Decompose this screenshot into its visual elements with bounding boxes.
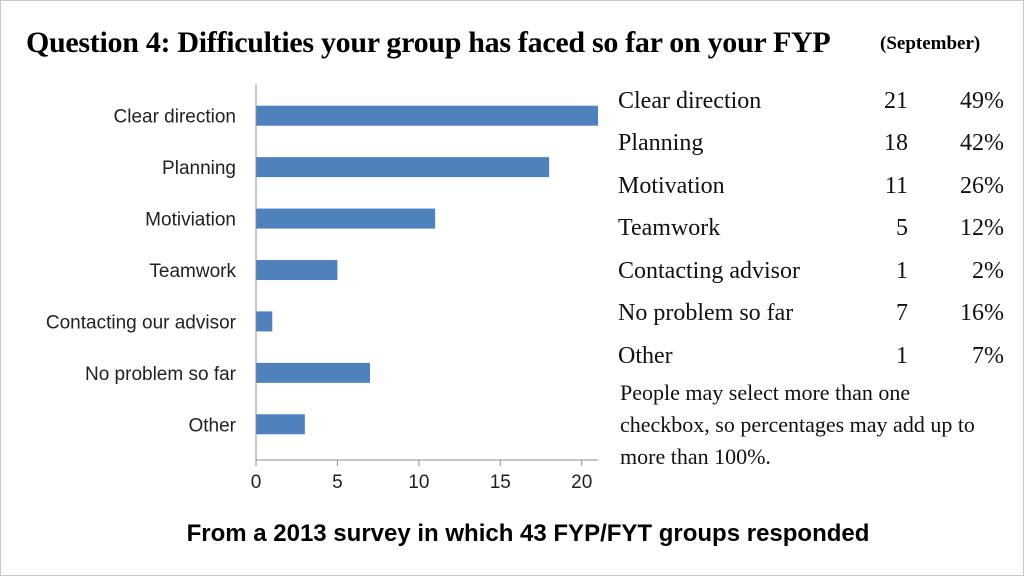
- x-tick-label: 10: [408, 472, 429, 493]
- bar: [256, 208, 436, 229]
- row-percent: 49%: [960, 87, 1004, 114]
- category-label: Planning: [162, 158, 236, 179]
- row-count: 1: [896, 342, 908, 369]
- table-row: Planning 18 42%: [618, 123, 1004, 166]
- row-category: Clear direction: [618, 87, 762, 114]
- row-category: Teamwork: [618, 215, 721, 242]
- category-label: Other: [188, 415, 236, 436]
- row-category: Motivation: [618, 172, 725, 199]
- row-percent: 7%: [972, 342, 1004, 369]
- category-label: Teamwork: [149, 261, 236, 282]
- bar: [256, 311, 273, 332]
- category-label: Contacting our advisor: [46, 312, 237, 333]
- row-category: No problem so far: [618, 300, 794, 327]
- bar: [256, 414, 305, 435]
- row-category: Other: [618, 342, 673, 369]
- footnote: People may select more than one checkbox…: [620, 380, 975, 469]
- x-tick-label: 15: [490, 472, 511, 493]
- row-count: 5: [896, 215, 908, 242]
- slide-title: Question 4: Difficulties your group has …: [26, 26, 831, 59]
- x-tick-label: 0: [251, 472, 262, 493]
- table-row: No problem so far 7 16%: [618, 293, 1004, 336]
- category-label: Motiviation: [145, 210, 236, 231]
- bar: [256, 157, 550, 178]
- table-row: Other 1 7%: [618, 335, 1004, 378]
- row-count: 7: [896, 300, 908, 327]
- row-category: Planning: [618, 130, 704, 157]
- bar: [256, 105, 598, 126]
- table-row: Teamwork 5 12%: [618, 208, 1004, 251]
- row-percent: 42%: [960, 130, 1004, 157]
- bar: [256, 362, 370, 383]
- row-count: 11: [884, 172, 908, 199]
- row-percent: 2%: [972, 257, 1004, 284]
- bar: [256, 260, 338, 280]
- category-label: No problem so far: [85, 364, 237, 385]
- stats-table: Clear direction 21 49% Planning 18 42% M…: [618, 80, 1004, 378]
- row-count: 21: [884, 87, 908, 114]
- row-count: 18: [884, 130, 908, 157]
- source-caption: From a 2013 survey in which 43 FYP/FYT g…: [186, 520, 870, 547]
- category-label: Clear direction: [114, 107, 237, 128]
- x-tick-label: 5: [332, 472, 343, 493]
- row-percent: 16%: [960, 300, 1004, 327]
- table-row: Contacting advisor 1 2%: [618, 250, 1004, 293]
- row-percent: 12%: [960, 215, 1004, 242]
- row-percent: 26%: [960, 172, 1004, 199]
- x-tick-label: 20: [571, 472, 592, 493]
- row-count: 1: [896, 257, 908, 284]
- table-row: Clear direction 21 49%: [618, 80, 1004, 123]
- table-row: Motivation 11 26%: [618, 165, 1004, 208]
- slide-subtitle: (September): [880, 33, 981, 54]
- row-category: Contacting advisor: [618, 257, 800, 284]
